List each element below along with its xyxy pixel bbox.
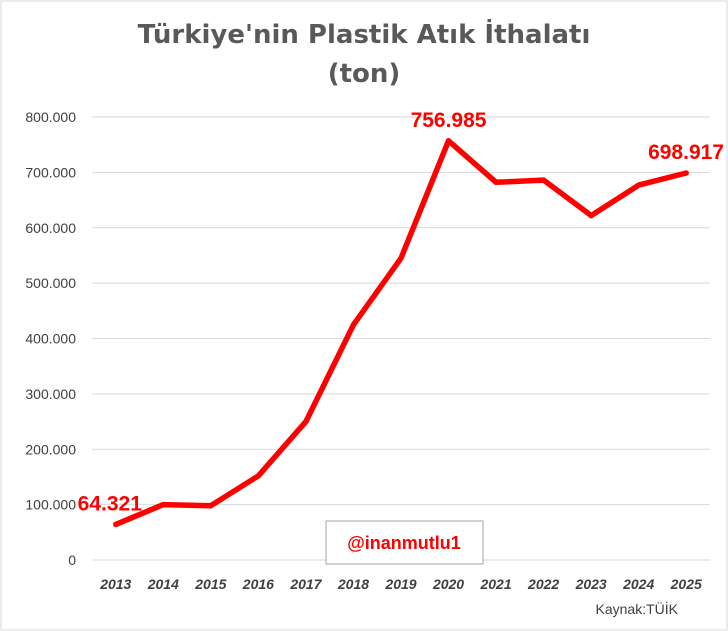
x-tick-label: 2025 xyxy=(670,576,702,592)
chart-subtitle: (ton) xyxy=(328,59,401,89)
x-tick-label: 2014 xyxy=(147,576,179,592)
x-tick-label: 2019 xyxy=(384,576,416,592)
y-tick-label: 300.000 xyxy=(25,386,76,402)
source-label: Kaynak:TÜİK xyxy=(596,600,679,617)
data-point xyxy=(303,419,309,425)
y-tick-label: 600.000 xyxy=(25,220,76,236)
data-point xyxy=(113,521,119,527)
data-point xyxy=(588,213,594,219)
y-tick-label: 200.000 xyxy=(25,441,76,457)
data-point xyxy=(683,170,689,176)
x-axis-ticks: 2013 2014 2015 2016 2017 2018 2019 2020 2021 2022… xyxy=(99,576,702,592)
y-tick-label: 700.000 xyxy=(25,164,76,180)
data-point xyxy=(541,177,547,183)
x-tick-label: 2016 xyxy=(242,576,274,592)
y-tick-label: 500.000 xyxy=(25,275,76,291)
watermark-box: @inanmutlu1 xyxy=(325,520,484,565)
x-tick-label: 2013 xyxy=(99,576,131,592)
series-line-group xyxy=(113,138,689,528)
data-point xyxy=(493,179,499,185)
x-tick-label: 2017 xyxy=(289,576,322,592)
data-point xyxy=(160,502,166,508)
x-tick-label: 2015 xyxy=(194,576,226,592)
chart-title: Türkiye'nin Plastik Atık İthalatı xyxy=(138,18,591,50)
data-point xyxy=(636,182,642,188)
x-tick-label: 2018 xyxy=(337,576,369,592)
y-tick-label: 400.000 xyxy=(25,331,76,347)
y-tick-label: 800.000 xyxy=(25,109,76,125)
x-tick-label: 2021 xyxy=(479,576,511,592)
y-tick-label: 0 xyxy=(68,552,76,568)
y-tick-label: 100.000 xyxy=(25,497,76,513)
data-point xyxy=(255,473,261,479)
data-point xyxy=(398,255,404,261)
data-label: 64.321 xyxy=(78,492,143,515)
x-tick-label: 2022 xyxy=(527,576,559,592)
data-point xyxy=(350,322,356,328)
y-axis-ticks: 0 100.000 200.000 300.000 400.000 500.000 600.… xyxy=(25,109,76,568)
watermark-frame xyxy=(325,520,484,565)
x-tick-label: 2023 xyxy=(575,576,607,592)
data-label: 756.985 xyxy=(411,109,487,132)
watermark-text: @inanmutlu1 xyxy=(347,533,461,553)
x-tick-label: 2020 xyxy=(432,576,464,592)
data-labels: 64.321 756.985 698.917 xyxy=(78,109,724,516)
data-label: 698.917 xyxy=(648,141,724,164)
x-tick-label: 2024 xyxy=(622,576,654,592)
data-point xyxy=(446,138,452,144)
data-point xyxy=(208,503,214,509)
